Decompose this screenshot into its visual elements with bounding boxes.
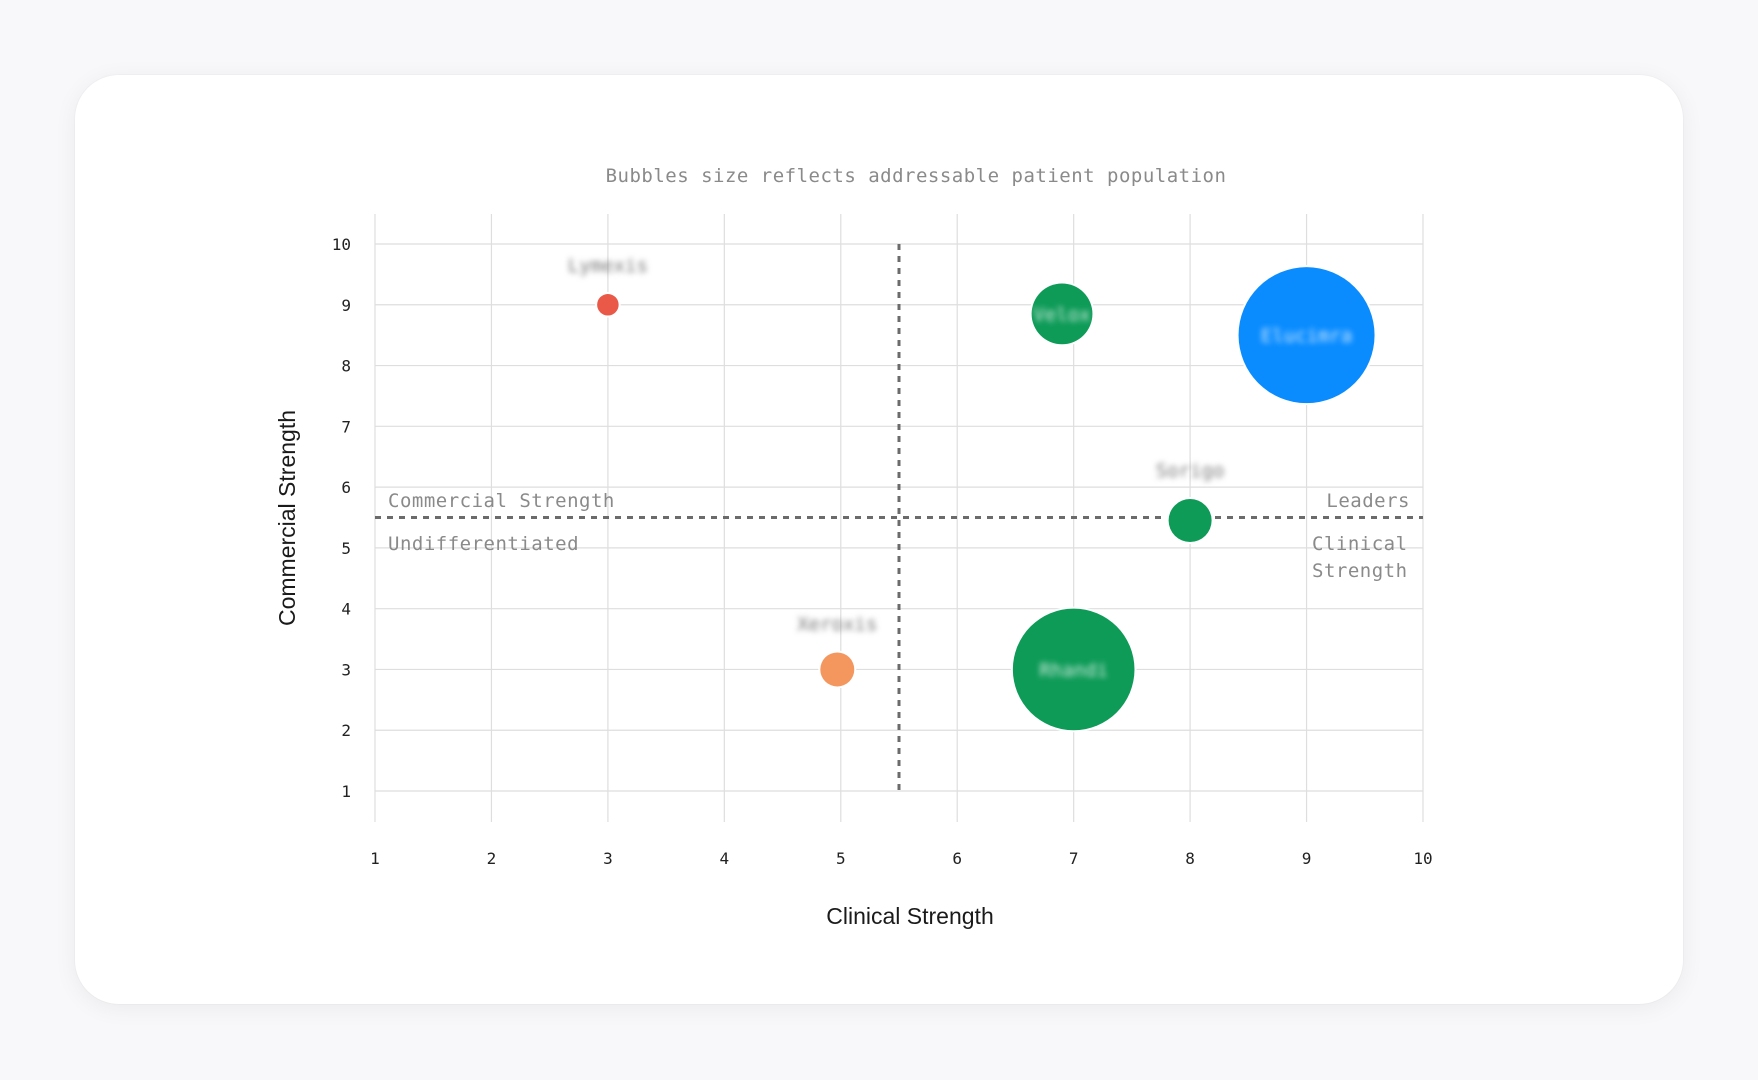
- quadrant-labels: Commercial Strength Undifferentiated Lea…: [388, 490, 1410, 582]
- y-tick-label: 9: [341, 296, 351, 315]
- x-tick-label: 7: [1069, 849, 1079, 868]
- x-tick-label: 3: [603, 849, 613, 868]
- quadrant-label-undifferentiated: Undifferentiated: [388, 533, 579, 555]
- bubble-label: Rhandi: [1039, 659, 1108, 681]
- bubble: [1012, 608, 1135, 731]
- chart-subtitle: Bubbles size reflects addressable patien…: [606, 165, 1227, 187]
- bubble: [1031, 283, 1093, 345]
- x-tick-label: 10: [1413, 849, 1432, 868]
- bubbles: Lymexis Velox Elucimra Sorigo Xeroxis Rhandi: [568, 255, 1377, 733]
- chart-card: [75, 75, 1683, 1004]
- x-tick-label: 2: [487, 849, 497, 868]
- x-tick-label: 1: [370, 849, 380, 868]
- bubble: [1238, 267, 1375, 404]
- quadrant-label-commercial-strength: Commercial Strength: [388, 490, 615, 512]
- x-tick-label: 8: [1185, 849, 1195, 868]
- bubble: [597, 294, 619, 316]
- bubble-label: Sorigo: [1156, 460, 1225, 482]
- bubble-label: Elucimra: [1261, 325, 1353, 347]
- y-tick-label: 5: [341, 539, 351, 558]
- bubble-label: Lymexis: [568, 255, 648, 277]
- axis-ticks: 1 2 3 4 5 6 7 8 9 10 1 2 3 4 5 6 7 8 9 10: [332, 235, 1433, 868]
- x-tick-label: 5: [836, 849, 846, 868]
- y-tick-label: 6: [341, 478, 351, 497]
- y-tick-label: 4: [341, 600, 351, 619]
- quadrant-label-clinical-line2: Strength: [1312, 560, 1408, 582]
- y-tick-label: 2: [341, 721, 351, 740]
- quadrant-label-clinical-line1: Clinical: [1312, 533, 1408, 555]
- y-tick-label: 7: [341, 417, 351, 436]
- bubble-label: Xeroxis: [797, 613, 877, 635]
- quadrant-label-leaders: Leaders: [1326, 490, 1410, 512]
- x-axis-title: Clinical Strength: [826, 903, 993, 929]
- x-tick-label: 6: [952, 849, 962, 868]
- y-tick-label: 3: [341, 660, 351, 679]
- y-tick-label: 8: [341, 357, 351, 376]
- x-tick-label: 4: [720, 849, 730, 868]
- bubble: [820, 652, 855, 687]
- bubble-label: Velox: [1033, 304, 1090, 326]
- y-axis-title: Commercial Strength: [274, 410, 300, 626]
- y-tick-label: 1: [341, 782, 351, 801]
- y-tick-label: 10: [332, 235, 351, 254]
- bubble: [1168, 499, 1212, 543]
- x-tick-label: 9: [1302, 849, 1312, 868]
